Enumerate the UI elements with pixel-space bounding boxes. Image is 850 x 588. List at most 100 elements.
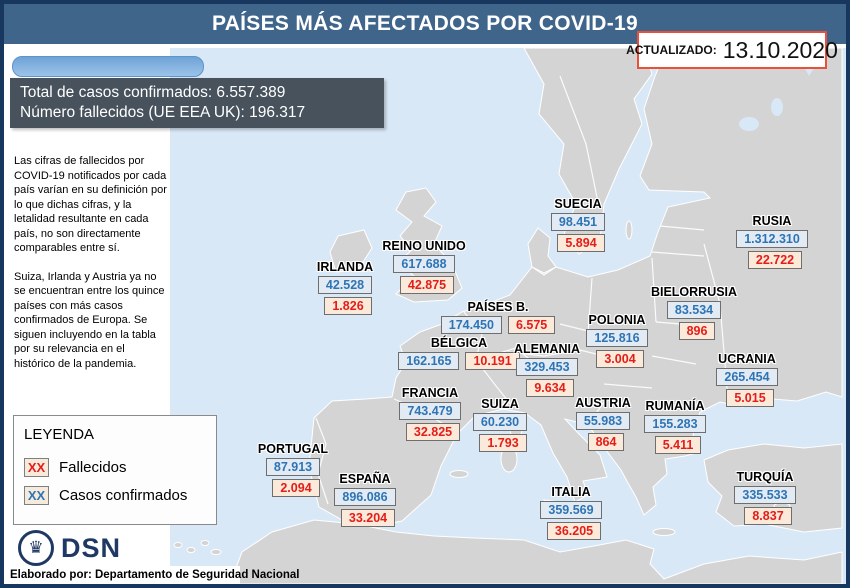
country-values: 265.454 5.015 xyxy=(667,368,827,407)
total-deaths-line: Número fallecidos (UE EEA UK): 196.317 xyxy=(20,104,306,121)
country-name: TURQUÍA xyxy=(736,470,794,484)
country-name: UCRANIA xyxy=(718,352,776,366)
country-label: UCRANIA 265.454 5.015 xyxy=(667,352,827,407)
deaths-value: 3.004 xyxy=(596,350,644,368)
deaths-value: 8.837 xyxy=(744,507,792,525)
legend-swatch: XX xyxy=(24,486,49,505)
dsn-emblem-icon: ♛ xyxy=(18,530,54,566)
legend-item: XX Casos confirmados xyxy=(24,486,216,505)
legend-item-label: Fallecidos xyxy=(59,459,127,476)
country-label: ITALIA 359.569 36.205 xyxy=(491,485,651,540)
country-name: REINO UNIDO xyxy=(382,239,466,253)
country-name: PORTUGAL xyxy=(257,442,329,456)
country-values: 174.450 6.575 xyxy=(418,316,578,334)
dsn-logo: ♛ DSN xyxy=(18,530,121,566)
legend-title: LEYENDA xyxy=(24,426,95,443)
confirmed-value: 265.454 xyxy=(716,368,778,386)
europe-map: SUECIA 98.451 5.894 RUSIA 1.312.310 22.7… xyxy=(4,48,846,584)
country-name: SUIZA xyxy=(481,397,519,411)
confirmed-value: 155.283 xyxy=(644,415,706,433)
legend-items: XX Fallecidos XX Casos confirmados xyxy=(24,458,216,505)
updated-date: 13.10.2020 xyxy=(722,36,838,63)
country-values: 1.312.310 22.722 xyxy=(692,230,846,269)
deaths-value: 36.205 xyxy=(546,522,602,540)
confirmed-value: 87.913 xyxy=(265,458,321,476)
country-name: ALEMANIA xyxy=(514,342,580,356)
country-values: 60.230 1.793 xyxy=(420,413,580,452)
country-name: ESPAÑA xyxy=(339,472,391,486)
confirmed-value: 162.165 xyxy=(398,352,460,370)
confirmed-value: 98.451 xyxy=(550,213,606,231)
total-confirmed-line: Total de casos confirmados: 6.557.389 xyxy=(20,84,286,101)
legend-item: XX Fallecidos xyxy=(24,458,216,477)
country-name: BIELORRUSIA xyxy=(650,285,738,299)
country-name: SUECIA xyxy=(554,197,602,211)
country-values: 125.816 3.004 xyxy=(537,329,697,368)
country-label: PORTUGAL 87.913 2.094 xyxy=(213,442,373,497)
deaths-value: 5.894 xyxy=(557,234,605,252)
country-label: POLONIA 125.816 3.004 xyxy=(537,313,697,368)
country-values: 98.451 5.894 xyxy=(498,213,658,252)
deaths-value: 33.204 xyxy=(340,509,396,527)
deaths-value: 5.015 xyxy=(726,389,774,407)
country-name: PAÍSES B. xyxy=(467,300,529,314)
country-values: 617.688 42.875 xyxy=(344,255,504,294)
country-values: 87.913 2.094 xyxy=(213,458,373,497)
confirmed-value: 125.816 xyxy=(586,329,648,347)
deaths-value: 32.825 xyxy=(405,423,461,441)
page-title: PAÍSES MÁS AFECTADOS POR COVID-19 xyxy=(211,12,639,35)
notes-block: Las cifras de fallecidos por COVID-19 no… xyxy=(14,154,168,385)
confirmed-value: 83.534 xyxy=(666,301,722,319)
country-values: 743.479 32.825 xyxy=(350,402,510,441)
totals-box: Total de casos confirmados: 6.557.389 Nú… xyxy=(10,78,384,128)
notes-paragraph-2: Suiza, Irlanda y Austria ya no se encuen… xyxy=(14,270,165,370)
confirmed-value: 335.533 xyxy=(734,486,796,504)
confirmed-value: 617.688 xyxy=(393,255,455,273)
deaths-value: 864 xyxy=(587,433,625,451)
country-name: AUSTRIA xyxy=(575,396,631,410)
decorative-blue-bar xyxy=(12,56,204,77)
deaths-value: 5.411 xyxy=(654,436,702,454)
country-values: 335.533 8.837 xyxy=(685,486,845,525)
credit-strip: Elaborado por: Departamento de Seguridad… xyxy=(4,566,299,584)
deaths-value: 1.793 xyxy=(479,434,527,452)
country-values: 359.569 36.205 xyxy=(491,501,651,540)
country-labels-layer: SUECIA 98.451 5.894 RUSIA 1.312.310 22.7… xyxy=(4,4,846,584)
confirmed-value: 896.086 xyxy=(334,488,396,506)
deaths-value: 42.875 xyxy=(399,276,455,294)
country-name: RUMANÍA xyxy=(645,399,705,413)
legend-item-label: Casos confirmados xyxy=(59,487,188,504)
deaths-value: 6.575 xyxy=(507,316,556,334)
country-values: 55.983 864 xyxy=(523,412,683,451)
country-name: ITALIA xyxy=(551,485,591,499)
country-values: 329.453 9.634 xyxy=(467,358,627,397)
confirmed-value: 174.450 xyxy=(440,316,502,334)
country-label: TURQUÍA 335.533 8.837 xyxy=(685,470,845,525)
confirmed-value: 359.569 xyxy=(540,501,602,519)
country-label: RUMANÍA 155.283 5.411 xyxy=(595,399,755,454)
legend-swatch: XX xyxy=(24,458,49,477)
deaths-value: 1.826 xyxy=(324,297,372,315)
updated-box: ACTUALIZADO: 13.10.2020 xyxy=(626,31,838,69)
country-label: IRLANDA 42.528 1.826 xyxy=(265,260,425,315)
country-label: PAÍSES B. 174.450 6.575 xyxy=(418,300,578,334)
country-values: 155.283 5.411 xyxy=(595,415,755,454)
confirmed-value: 1.312.310 xyxy=(736,230,808,248)
confirmed-value: 42.528 xyxy=(317,276,373,294)
confirmed-value: 743.479 xyxy=(399,402,461,420)
confirmed-value: 55.983 xyxy=(575,412,631,430)
country-name: RUSIA xyxy=(752,214,792,228)
country-values: 896.086 33.204 xyxy=(285,488,445,527)
country-values: 83.534 896 xyxy=(614,301,774,340)
country-label: SUECIA 98.451 5.894 xyxy=(498,197,658,252)
country-label: RUSIA 1.312.310 22.722 xyxy=(692,214,846,269)
confirmed-value: 329.453 xyxy=(516,358,578,376)
deaths-value: 22.722 xyxy=(747,251,803,269)
country-label: BÉLGICA 162.165 10.191 xyxy=(379,336,539,370)
country-label: ALEMANIA 329.453 9.634 xyxy=(467,342,627,397)
notes-paragraph-1: Las cifras de fallecidos por COVID-19 no… xyxy=(14,155,167,254)
country-values: 162.165 10.191 xyxy=(379,352,539,370)
country-name: FRANCIA xyxy=(401,386,459,400)
country-label: BIELORRUSIA 83.534 896 xyxy=(614,285,774,340)
deaths-value: 2.094 xyxy=(272,479,320,497)
